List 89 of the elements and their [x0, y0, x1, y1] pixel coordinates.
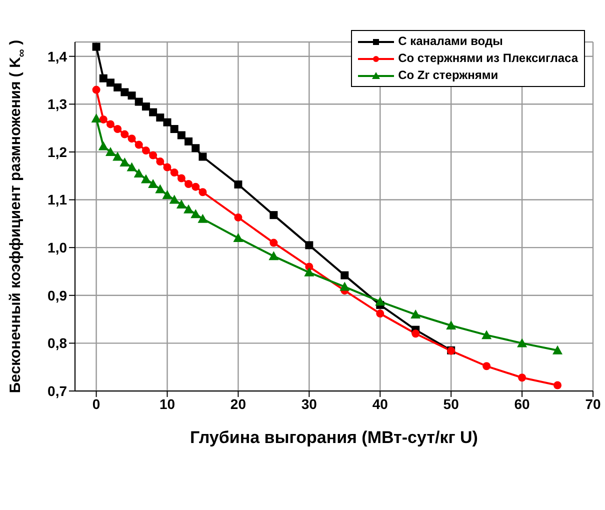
point	[482, 330, 492, 340]
point	[169, 194, 180, 204]
point	[192, 144, 200, 152]
point	[177, 131, 186, 140]
point	[142, 146, 150, 155]
y-tick-label: 1,2	[48, 144, 68, 160]
point	[126, 162, 137, 172]
point	[106, 120, 114, 128]
x-tick-label: 10	[159, 396, 176, 412]
point	[190, 209, 201, 218]
point	[98, 141, 108, 150]
point	[106, 78, 114, 87]
point	[120, 88, 129, 96]
y-tick-label: 1,0	[48, 240, 68, 256]
point	[270, 211, 278, 220]
point	[114, 125, 122, 134]
point	[198, 188, 207, 196]
point	[518, 374, 526, 382]
y-tick-label: 0,8	[48, 335, 68, 352]
point	[234, 180, 242, 188]
point	[120, 157, 130, 166]
point	[176, 200, 186, 209]
x-axis-title: Глубина выгорания (МВт-сут/кг U)	[190, 428, 478, 447]
x-tick-label: 20	[230, 396, 246, 412]
point	[163, 118, 172, 126]
point	[554, 381, 562, 390]
y-tick-label: 0,7	[48, 382, 68, 399]
point	[148, 178, 158, 188]
point	[99, 74, 108, 82]
point	[340, 271, 349, 280]
point	[234, 213, 242, 222]
point	[268, 251, 279, 260]
point	[114, 83, 122, 92]
point	[128, 92, 136, 100]
y-tick-label: 1,4	[48, 48, 68, 64]
point	[134, 140, 143, 149]
x-tick-label: 30	[301, 396, 318, 412]
point	[170, 168, 178, 177]
point	[375, 296, 386, 306]
point	[156, 114, 164, 122]
point	[304, 267, 314, 276]
point	[184, 137, 193, 146]
point	[142, 102, 150, 111]
y-tick-label: 0,9	[48, 287, 68, 304]
x-tick-label: 40	[372, 396, 388, 412]
point	[162, 190, 172, 199]
point	[410, 310, 421, 319]
point	[155, 184, 166, 194]
point	[192, 182, 200, 191]
point	[92, 86, 100, 94]
point	[305, 241, 314, 250]
x-tick-label: 0	[92, 396, 100, 412]
point	[105, 146, 116, 156]
point	[270, 238, 278, 247]
point	[198, 152, 207, 161]
x-tick-label: 60	[514, 396, 530, 412]
point	[340, 282, 350, 291]
point	[140, 174, 151, 184]
point	[99, 115, 108, 124]
y-tick-label: 1,3	[48, 96, 68, 112]
point	[170, 125, 178, 134]
point	[149, 151, 158, 160]
point	[134, 168, 144, 178]
point	[112, 152, 123, 161]
point	[156, 158, 164, 166]
point	[376, 310, 384, 318]
point	[134, 98, 143, 106]
point	[482, 362, 491, 370]
point	[233, 233, 244, 242]
point	[552, 345, 563, 354]
point	[149, 108, 158, 116]
point	[184, 204, 194, 214]
point	[517, 338, 528, 348]
point	[198, 214, 208, 223]
point	[184, 180, 193, 188]
legend-label: С каналами воды	[398, 33, 503, 50]
legend-label: Со стержнями из Плексигласа	[398, 50, 578, 67]
point	[163, 163, 172, 172]
point	[177, 174, 186, 182]
point	[412, 330, 420, 338]
point	[128, 134, 136, 143]
point	[92, 42, 100, 51]
x-tick-label: 50	[443, 396, 460, 412]
point	[446, 320, 456, 330]
legend-label: Со Zr стержнями	[398, 67, 498, 84]
y-tick-label: 1,1	[48, 192, 68, 208]
point	[120, 130, 129, 138]
point	[91, 113, 102, 122]
x-tick-label: 70	[585, 396, 601, 412]
